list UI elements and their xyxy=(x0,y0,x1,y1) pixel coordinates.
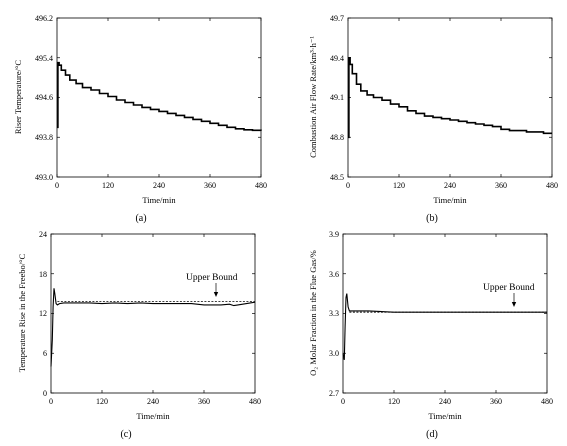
x-tick-label: 480 xyxy=(546,181,558,190)
ticks-a xyxy=(56,17,262,178)
x-tick-label: 360 xyxy=(198,397,210,406)
y-tick-label: 493.8 xyxy=(35,133,53,142)
y-tick-label: 48.8 xyxy=(330,133,344,142)
x-axis-label: Time/min xyxy=(433,195,467,205)
panel-a: 0 120 240 360 480 493.0 493.8 494.6 495.… xyxy=(13,14,267,224)
ticks-d xyxy=(342,233,548,394)
series-line-d xyxy=(342,293,547,361)
x-tick-label: 240 xyxy=(444,181,456,190)
x-tick-label: 120 xyxy=(102,181,114,190)
panel-d: 0 120 240 360 480 2.7 3.0 3.3 3.6 3.9 Ti… xyxy=(308,230,553,440)
x-tick-label: 480 xyxy=(541,397,553,406)
x-tick-label: 0 xyxy=(346,181,350,190)
series-line-c xyxy=(50,288,256,367)
y-tick-label: 3.9 xyxy=(329,230,339,239)
y-tick-label: 3.0 xyxy=(329,349,339,358)
y-tick-label: 49.7 xyxy=(330,14,344,23)
x-tick-label: 120 xyxy=(393,181,405,190)
x-axis-label: Time/min xyxy=(136,411,170,421)
x-tick-label: 120 xyxy=(96,397,108,406)
x-tick-label: 0 xyxy=(55,181,59,190)
series-line-b xyxy=(348,56,552,139)
x-tick-label: 480 xyxy=(255,181,267,190)
x-tick-label: 240 xyxy=(147,397,159,406)
panel-c: 0 120 240 360 480 0 6 12 18 24 Time/min … xyxy=(17,230,261,440)
y-tick-label: 3.3 xyxy=(329,309,339,318)
y-tick-label: 495.4 xyxy=(35,54,53,63)
y-axis-label: Temperature Rise in the Freebo/°C xyxy=(17,253,27,372)
x-tick-label: 240 xyxy=(439,397,451,406)
x-tick-label: 0 xyxy=(49,397,53,406)
panel-caption: (a) xyxy=(135,213,146,224)
series-line-a xyxy=(57,61,262,132)
panel-caption: (d) xyxy=(426,429,438,440)
x-tick-label: 240 xyxy=(153,181,165,190)
x-tick-label: 360 xyxy=(490,397,502,406)
plot-frame-d xyxy=(342,233,548,394)
ticks-c xyxy=(50,233,256,394)
panel-b: 0 120 240 360 480 48.5 48.8 49.1 49.4 49… xyxy=(308,14,558,224)
y-tick-label: 3.6 xyxy=(329,270,339,279)
ticks-b xyxy=(347,17,553,178)
annotation-arrow xyxy=(511,293,517,307)
y-tick-label: 18 xyxy=(39,270,47,279)
y-tick-label: 48.5 xyxy=(330,173,344,182)
plot-frame-c xyxy=(50,233,256,394)
y-tick-label: 49.4 xyxy=(330,54,344,63)
y-axis-label: Riser Temperature/°C xyxy=(13,60,23,134)
annotation-arrow xyxy=(213,283,219,297)
x-tick-label: 360 xyxy=(495,181,507,190)
y-tick-label: 496.2 xyxy=(35,14,53,23)
plot-frame-a xyxy=(56,17,262,178)
panel-caption: (c) xyxy=(120,429,131,440)
x-tick-label: 120 xyxy=(388,397,400,406)
annotation-upper-bound: Upper Bound xyxy=(483,283,535,293)
y-tick-label: 2.7 xyxy=(329,389,339,398)
x-tick-label: 360 xyxy=(204,181,216,190)
x-axis-label: Time/min xyxy=(142,195,176,205)
y-tick-label: 0 xyxy=(43,389,47,398)
panel-caption: (b) xyxy=(426,213,438,224)
y-tick-label: 24 xyxy=(39,230,47,239)
y-axis-label: O₂ Molar Fraction in the Flue Gas/% xyxy=(308,250,318,376)
y-tick-label: 6 xyxy=(43,349,47,358)
y-tick-label: 494.6 xyxy=(35,93,53,102)
y-tick-label: 493.0 xyxy=(35,173,53,182)
annotation-upper-bound: Upper Bound xyxy=(186,273,238,283)
y-tick-label: 49.1 xyxy=(330,93,344,102)
y-axis-label: Combustion Air Flow Rate/km³·h⁻¹ xyxy=(308,36,318,158)
x-tick-label: 0 xyxy=(341,397,345,406)
y-tick-label: 12 xyxy=(39,309,47,318)
x-axis-label: Time/min xyxy=(428,411,462,421)
x-tick-label: 480 xyxy=(249,397,261,406)
